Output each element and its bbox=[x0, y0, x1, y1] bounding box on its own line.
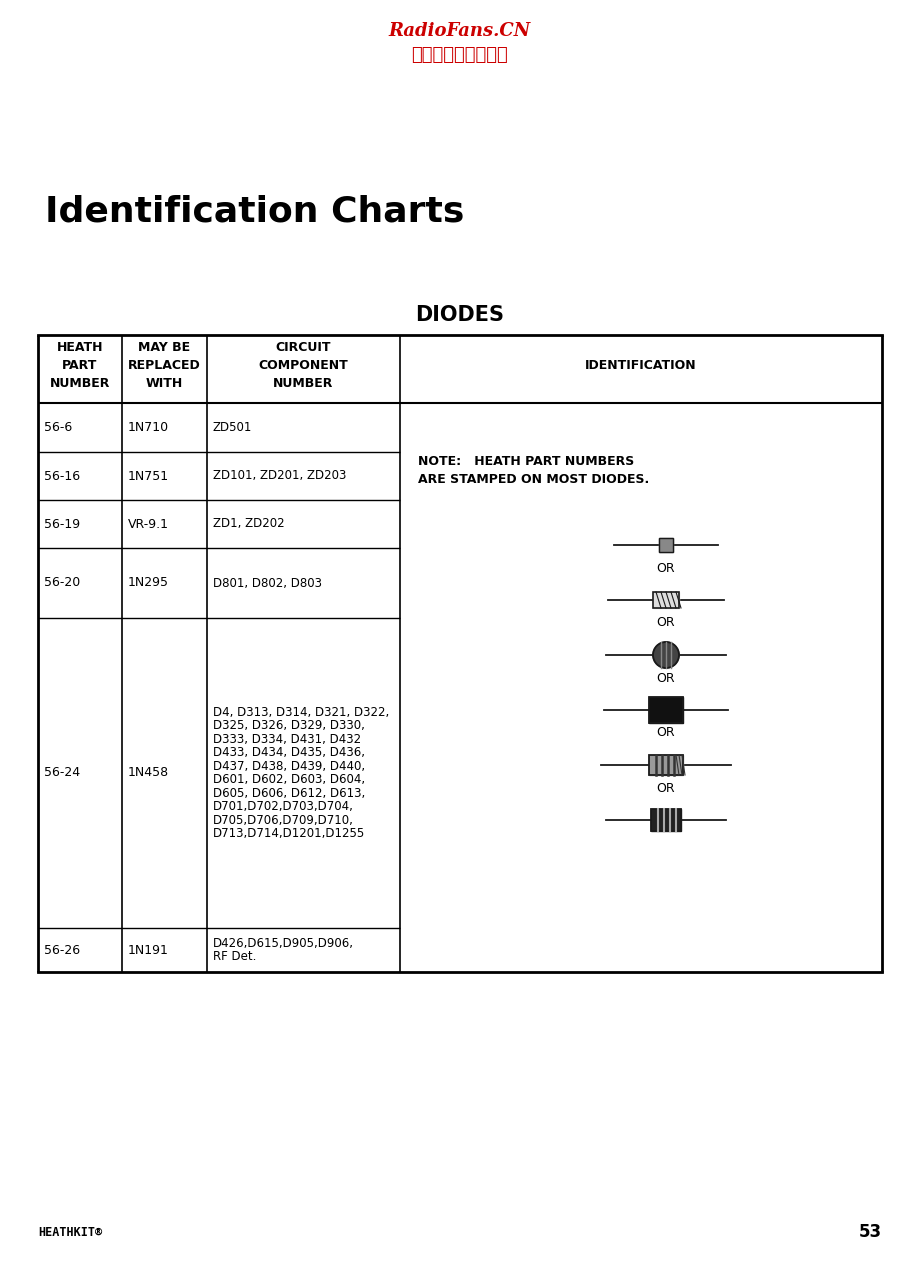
Bar bbox=[652, 592, 678, 608]
Bar bbox=[648, 697, 682, 723]
Text: CIRCUIT
COMPONENT
NUMBER: CIRCUIT COMPONENT NUMBER bbox=[258, 341, 347, 390]
Text: 56-6: 56-6 bbox=[44, 421, 73, 435]
Text: OR: OR bbox=[656, 726, 675, 740]
Text: 56-26: 56-26 bbox=[44, 944, 80, 957]
Bar bbox=[652, 592, 678, 608]
Text: 56-19: 56-19 bbox=[44, 517, 80, 531]
Text: Identification Charts: Identification Charts bbox=[45, 195, 464, 229]
Text: D437, D438, D439, D440,: D437, D438, D439, D440, bbox=[213, 760, 365, 773]
Text: 1N710: 1N710 bbox=[128, 421, 169, 435]
Text: NOTE:   HEATH PART NUMBERS
ARE STAMPED ON MOST DIODES.: NOTE: HEATH PART NUMBERS ARE STAMPED ON … bbox=[417, 455, 649, 487]
Text: RF Det.: RF Det. bbox=[213, 950, 256, 963]
Text: 1N295: 1N295 bbox=[128, 576, 169, 589]
Bar bbox=[648, 755, 682, 775]
Text: D4, D313, D314, D321, D322,: D4, D313, D314, D321, D322, bbox=[213, 706, 389, 718]
Circle shape bbox=[652, 642, 678, 668]
Text: 收音机爱好者资料库: 收音机爱好者资料库 bbox=[411, 46, 508, 65]
Bar bbox=[651, 810, 680, 831]
Bar bbox=[648, 697, 682, 723]
Text: D333, D334, D431, D432: D333, D334, D431, D432 bbox=[213, 732, 361, 746]
Text: DIODES: DIODES bbox=[415, 305, 504, 326]
Text: ZD1, ZD202: ZD1, ZD202 bbox=[213, 517, 284, 531]
Bar bbox=[658, 538, 673, 552]
Text: 53: 53 bbox=[858, 1223, 881, 1240]
Bar bbox=[651, 810, 680, 831]
Text: D601, D602, D603, D604,: D601, D602, D603, D604, bbox=[213, 773, 365, 787]
Text: OR: OR bbox=[656, 672, 675, 684]
Text: D713,D714,D1201,D1255: D713,D714,D1201,D1255 bbox=[213, 827, 365, 840]
Bar bbox=[648, 755, 682, 775]
Text: OR: OR bbox=[656, 617, 675, 630]
Text: ZD501: ZD501 bbox=[213, 421, 252, 435]
Text: 56-24: 56-24 bbox=[44, 767, 80, 779]
Text: D433, D434, D435, D436,: D433, D434, D435, D436, bbox=[213, 746, 365, 759]
Text: D801, D802, D803: D801, D802, D803 bbox=[213, 576, 322, 589]
Text: D701,D702,D703,D704,: D701,D702,D703,D704, bbox=[213, 801, 354, 813]
Text: D705,D706,D709,D710,: D705,D706,D709,D710, bbox=[213, 813, 354, 827]
Text: 56-20: 56-20 bbox=[44, 576, 80, 589]
Text: 1N191: 1N191 bbox=[128, 944, 169, 957]
Text: RadioFans.CN: RadioFans.CN bbox=[389, 22, 530, 41]
Text: D426,D615,D905,D906,: D426,D615,D905,D906, bbox=[213, 936, 354, 950]
Text: VR-9.1: VR-9.1 bbox=[128, 517, 169, 531]
Text: IDENTIFICATION: IDENTIFICATION bbox=[584, 359, 696, 372]
Text: 1N751: 1N751 bbox=[128, 470, 169, 483]
Text: HEATH
PART
NUMBER: HEATH PART NUMBER bbox=[50, 341, 110, 390]
Text: ZD101, ZD201, ZD203: ZD101, ZD201, ZD203 bbox=[213, 470, 346, 483]
Text: OR: OR bbox=[656, 561, 675, 574]
Text: 1N458: 1N458 bbox=[128, 767, 169, 779]
Bar bbox=[658, 538, 673, 552]
Text: OR: OR bbox=[656, 782, 675, 794]
Text: MAY BE
REPLACED
WITH: MAY BE REPLACED WITH bbox=[128, 341, 200, 390]
Text: D605, D606, D612, D613,: D605, D606, D612, D613, bbox=[213, 787, 365, 799]
Text: 56-16: 56-16 bbox=[44, 470, 80, 483]
Text: D325, D326, D329, D330,: D325, D326, D329, D330, bbox=[213, 720, 365, 732]
Text: HEATHKIT®: HEATHKIT® bbox=[38, 1225, 102, 1239]
